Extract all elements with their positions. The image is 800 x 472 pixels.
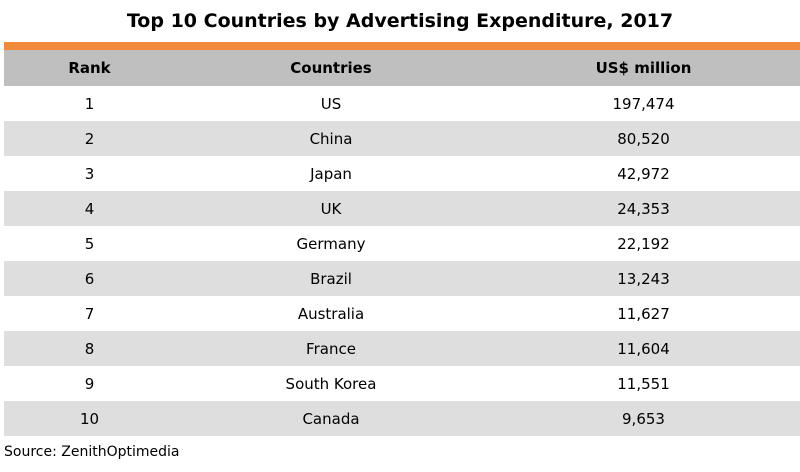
table-row: 9 South Korea 11,551 [4, 366, 800, 401]
table-row: 2 China 80,520 [4, 121, 800, 156]
cell-rank: 3 [4, 156, 175, 191]
cell-rank: 9 [4, 366, 175, 401]
cell-country: Canada [175, 401, 487, 436]
cell-value: 24,353 [487, 191, 800, 226]
cell-country: UK [175, 191, 487, 226]
cell-country: US [175, 86, 487, 121]
table-row: 4 UK 24,353 [4, 191, 800, 226]
source-note: Source: ZenithOptimedia [4, 444, 180, 460]
cell-value: 9,653 [487, 401, 800, 436]
table-title: Top 10 Countries by Advertising Expendit… [126, 10, 674, 32]
cell-country: China [175, 121, 487, 156]
header-rank: Rank [4, 50, 175, 86]
cell-value: 13,243 [487, 261, 800, 296]
table-row: 10 Canada 9,653 [4, 401, 800, 436]
table-row: 3 Japan 42,972 [4, 156, 800, 191]
cell-value: 11,551 [487, 366, 800, 401]
cell-value: 197,474 [487, 86, 800, 121]
cell-rank: 2 [4, 121, 175, 156]
table-row: 6 Brazil 13,243 [4, 261, 800, 296]
table-body: 1 US 197,474 2 China 80,520 3 Japan 42,972 4 UK 24,… [4, 86, 800, 436]
cell-rank: 8 [4, 331, 175, 366]
accent-bar [4, 42, 800, 50]
table-row: 5 Germany 22,192 [4, 226, 800, 261]
cell-value: 42,972 [487, 156, 800, 191]
header-countries: Countries [175, 50, 487, 86]
table-row: 7 Australia 11,627 [4, 296, 800, 331]
cell-rank: 10 [4, 401, 175, 436]
cell-rank: 7 [4, 296, 175, 331]
cell-rank: 1 [4, 86, 175, 121]
cell-country: South Korea [175, 366, 487, 401]
table-row: 1 US 197,474 [4, 86, 800, 121]
header-row: Rank Countries US$ million [4, 50, 800, 86]
cell-value: 22,192 [487, 226, 800, 261]
cell-country: Brazil [175, 261, 487, 296]
cell-country: Japan [175, 156, 487, 191]
cell-country: Australia [175, 296, 487, 331]
table-row: 8 France 11,604 [4, 331, 800, 366]
expenditure-table: Rank Countries US$ million 1 US 197,474 2 Ch… [4, 50, 800, 436]
cell-rank: 5 [4, 226, 175, 261]
cell-value: 11,604 [487, 331, 800, 366]
cell-value: 80,520 [487, 121, 800, 156]
cell-rank: 4 [4, 191, 175, 226]
cell-country: Germany [175, 226, 487, 261]
cell-value: 11,627 [487, 296, 800, 331]
cell-country: France [175, 331, 487, 366]
cell-rank: 6 [4, 261, 175, 296]
header-value: US$ million [487, 50, 800, 86]
